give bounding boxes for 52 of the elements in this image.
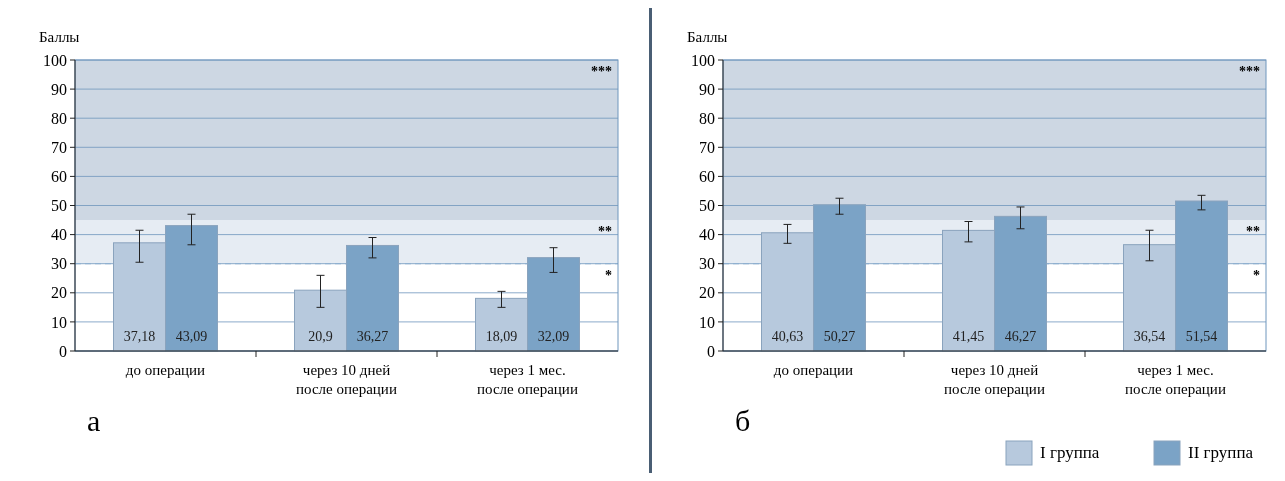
y-tick-label: 40 xyxy=(51,226,67,244)
data-label: 51,54 xyxy=(1185,329,1218,344)
x-tick-label: через 10 дней после операции xyxy=(944,362,1045,397)
y-tick-label: 80 xyxy=(699,109,715,127)
band-label: ** xyxy=(1246,224,1260,240)
annotation: * xyxy=(605,267,612,283)
band-label: *** xyxy=(1239,64,1260,79)
y-tick-label: 50 xyxy=(51,197,67,215)
y-tick-label: 70 xyxy=(51,138,67,156)
y-tick-label: 10 xyxy=(51,313,67,331)
y-tick-label: 30 xyxy=(51,255,67,273)
data-label: 36,54 xyxy=(1133,329,1166,344)
y-tick-label: 80 xyxy=(51,109,67,127)
band-label: ** xyxy=(598,224,612,240)
y-tick-label: 0 xyxy=(59,342,67,360)
y-tick-label: 90 xyxy=(51,80,67,98)
data-label: 46,27 xyxy=(1004,329,1037,344)
x-tick-label: через 1 мес. после операции xyxy=(1125,362,1226,397)
x-tick-label: через 10 дней после операции xyxy=(296,362,397,397)
x-tick-label: через 1 мес. после операции xyxy=(477,362,578,397)
y-tick-label: 10 xyxy=(699,313,715,331)
y-tick-label: 20 xyxy=(51,284,67,302)
data-label: 36,27 xyxy=(356,329,389,344)
legend-label: I группа xyxy=(1040,443,1100,462)
data-label: 20,9 xyxy=(308,329,333,344)
y-tick-label: 100 xyxy=(43,51,67,69)
y-axis-title: Баллы xyxy=(39,29,80,45)
y-tick-label: 60 xyxy=(51,168,67,185)
data-label: 41,45 xyxy=(952,329,985,344)
data-label: 43,09 xyxy=(175,329,208,344)
y-tick-label: 70 xyxy=(699,138,715,156)
y-tick-label: 60 xyxy=(699,168,715,185)
data-label: 32,09 xyxy=(537,329,570,344)
band-label: *** xyxy=(591,64,612,79)
y-tick-label: 0 xyxy=(707,342,715,360)
x-tick-label: до операции xyxy=(773,362,854,378)
y-tick-label: 30 xyxy=(699,255,715,273)
y-tick-label: 100 xyxy=(691,51,715,69)
data-label: 50,27 xyxy=(823,329,856,344)
y-tick-label: 90 xyxy=(699,80,715,98)
data-label: 37,18 xyxy=(123,329,156,344)
text: б xyxy=(735,404,751,437)
x-tick-label: до операции xyxy=(125,362,206,378)
legend-label: II группа xyxy=(1188,443,1254,462)
y-tick-label: 50 xyxy=(699,197,715,215)
annotation: * xyxy=(1253,267,1260,283)
data-label: 18,09 xyxy=(485,329,518,344)
y-axis-title: Баллы xyxy=(687,29,728,45)
y-tick-label: 40 xyxy=(699,226,715,244)
y-tick-label: 20 xyxy=(699,284,715,302)
text: а xyxy=(87,404,101,437)
data-label: 40,63 xyxy=(771,329,804,344)
